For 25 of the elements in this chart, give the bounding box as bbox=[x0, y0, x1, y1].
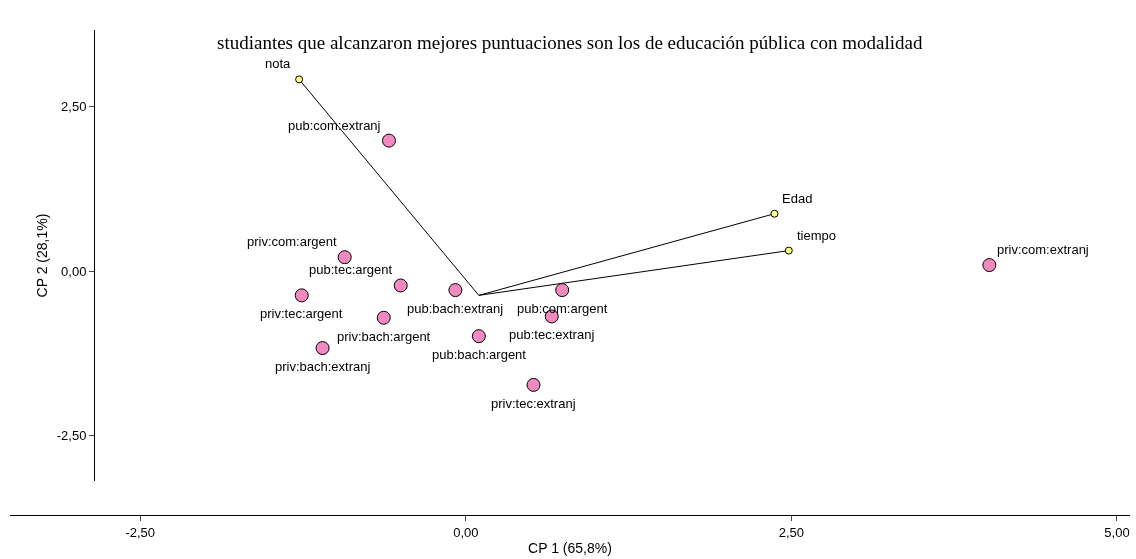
x-tick-label: 0,00 bbox=[453, 524, 479, 540]
annotation: pub:bach:argent bbox=[432, 347, 527, 362]
annotation: pub:tec:extranj bbox=[509, 327, 595, 342]
x-tick-label: 5,00 bbox=[1104, 524, 1130, 540]
x-tick-label: -2,50 bbox=[125, 524, 156, 540]
x-tick-label: 2,50 bbox=[778, 524, 805, 540]
annotation: pub:bach:extranj bbox=[407, 301, 504, 316]
annotation: pub:tec:argent bbox=[309, 262, 393, 277]
y-tick-label: -2,50 bbox=[56, 428, 87, 444]
annotation: priv:com:argent bbox=[247, 234, 337, 249]
x-axis-title: CP 1 (65,8%) bbox=[528, 539, 612, 556]
annotation: priv:tec:extranj bbox=[491, 396, 576, 411]
annotation: Edad bbox=[782, 191, 813, 206]
annotation: priv:bach:argent bbox=[337, 329, 431, 344]
y-tick-label: 0,00 bbox=[61, 263, 87, 279]
y-axis-title: CP 2 (28,1%) bbox=[34, 213, 51, 298]
annotation: pub:com:extranj bbox=[288, 118, 381, 133]
annotation: tiempo bbox=[797, 228, 837, 243]
y-tick-label: 2,50 bbox=[61, 98, 87, 114]
annotation: priv:com:extranj bbox=[997, 242, 1089, 257]
annotation: nota bbox=[265, 56, 292, 71]
annotation: priv:bach:extranj bbox=[275, 359, 371, 374]
annotation: studiantes que alcanzaron mejores puntuaciones son los de educación pública con modalidad bbox=[217, 32, 923, 53]
annotation: priv:tec:argent bbox=[260, 306, 343, 321]
annotation: pub:com:argent bbox=[517, 301, 608, 316]
